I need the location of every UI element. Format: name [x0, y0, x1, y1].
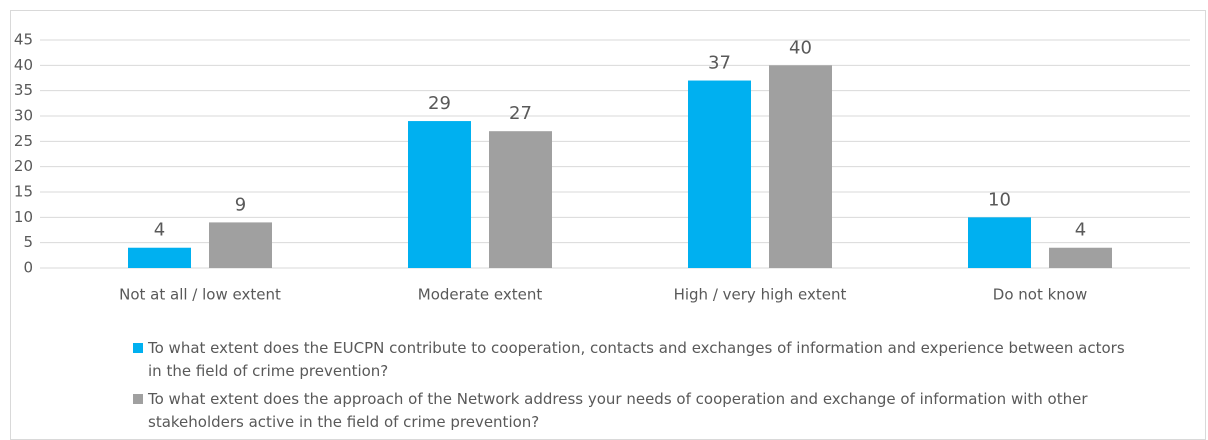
legend-item: To what extent does the approach of the … — [133, 388, 1133, 434]
x-tick-label: High / very high extent — [674, 286, 847, 304]
x-tick-label: Moderate extent — [418, 286, 543, 304]
y-tick-label: 5 — [23, 233, 33, 251]
page: 0 5 10 15 20 25 30 35 40 45 Not at all / low exten… — [10, 10, 1206, 440]
legend-item: To what extent does the EUCPN contribute… — [133, 337, 1133, 383]
bar — [408, 121, 471, 268]
y-tick-label: 10 — [14, 208, 33, 226]
legend-swatch — [133, 343, 143, 353]
legend-label: To what extent does the EUCPN contribute… — [148, 339, 1125, 380]
bar — [489, 131, 552, 268]
y-tick-label: 40 — [14, 56, 33, 74]
y-tick-label: 20 — [14, 157, 33, 175]
data-label: 4 — [1075, 220, 1086, 241]
data-label: 37 — [708, 53, 731, 74]
bar — [209, 222, 272, 268]
x-tick-label: Do not know — [993, 286, 1087, 304]
bar — [128, 247, 191, 268]
y-tick-label: 35 — [14, 81, 33, 99]
data-label: 10 — [988, 189, 1011, 210]
x-tick-label: Not at all / low extent — [119, 286, 281, 304]
y-tick-label: 25 — [14, 132, 33, 150]
bar — [688, 80, 751, 269]
legend: To what extent does the EUCPN contribute… — [133, 337, 1133, 439]
data-label: 9 — [235, 194, 246, 215]
data-label: 27 — [509, 103, 532, 124]
chart: 0 5 10 15 20 25 30 35 40 45 Not at all / low exten… — [14, 31, 1190, 304]
data-label: 4 — [154, 220, 165, 241]
y-tick-label: 30 — [14, 107, 33, 125]
y-tick-label: 45 — [14, 31, 33, 49]
bar — [769, 65, 832, 268]
y-tick-label: 15 — [14, 183, 33, 201]
data-label: 29 — [428, 93, 451, 114]
legend-swatch — [133, 394, 143, 404]
y-tick-label: 0 — [23, 259, 33, 277]
bar — [1049, 247, 1112, 268]
bar — [968, 217, 1031, 268]
data-label: 40 — [789, 37, 812, 58]
